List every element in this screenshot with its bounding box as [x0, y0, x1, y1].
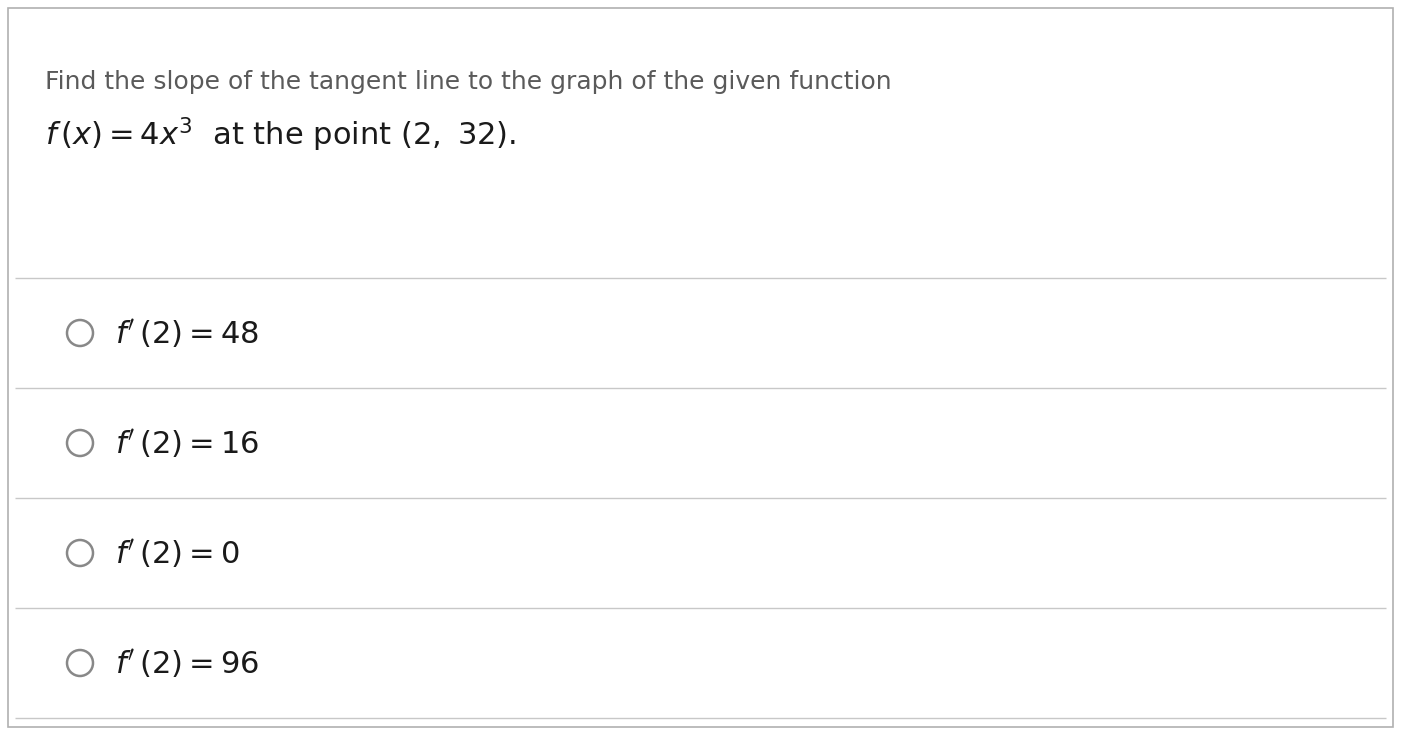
- Text: Find the slope of the tangent line to the graph of the given function: Find the slope of the tangent line to th…: [45, 70, 891, 94]
- Text: $f'\,(2) = 96$: $f'\,(2) = 96$: [115, 647, 259, 679]
- Text: $f'\,(2) = 0$: $f'\,(2) = 0$: [115, 537, 240, 570]
- Text: $f'\,(2) = 48$: $f'\,(2) = 48$: [115, 317, 259, 350]
- Text: $f\,(x) = 4x^3$  at the point $(2,\ 32)$.: $f\,(x) = 4x^3$ at the point $(2,\ 32)$.: [45, 115, 516, 154]
- Text: $f'\,(2) = 16$: $f'\,(2) = 16$: [115, 426, 259, 459]
